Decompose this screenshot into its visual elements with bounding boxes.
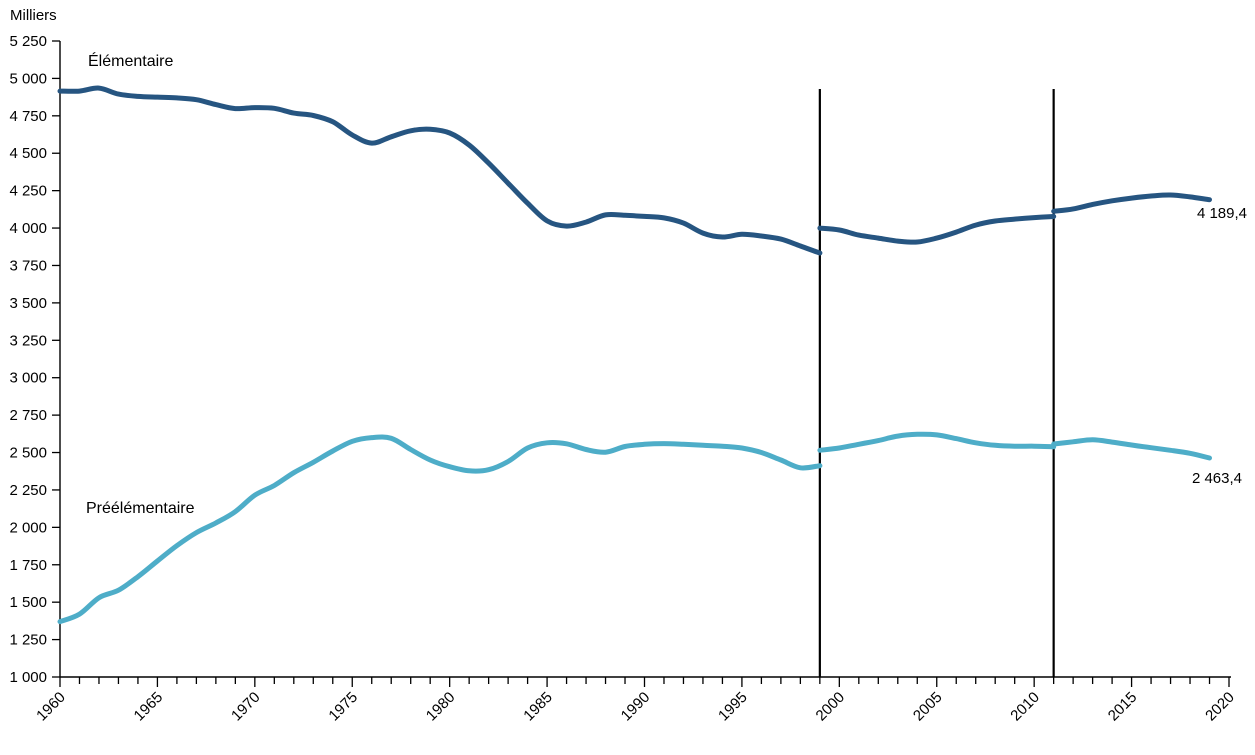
series-line-elementaire: [1051, 192, 1212, 214]
series-line-preelementaire: [57, 434, 823, 625]
y-tick-label: 2 500: [9, 445, 47, 462]
series-line-elementaire: [817, 214, 1057, 245]
y-tick-label: 3 000: [9, 370, 47, 387]
x-tick-label: 1995: [715, 689, 751, 725]
series-label-preelementaire: Préélémentaire: [86, 500, 195, 517]
y-tick-label: 1 500: [9, 594, 47, 611]
end-value-label-preelementaire: 2 463,4: [1191, 470, 1242, 487]
y-tick-label: 4 500: [9, 145, 47, 162]
x-tick-label: 1975: [325, 689, 361, 725]
x-tick-label: 1980: [423, 689, 459, 725]
y-tick-label: 4 750: [9, 108, 47, 125]
x-tick-label: 1990: [618, 689, 654, 725]
y-tick-label: 4 250: [9, 183, 47, 200]
y-tick-label: 3 500: [9, 295, 47, 312]
y-tick-label: 3 750: [9, 257, 47, 274]
y-tick-label: 3 250: [9, 332, 47, 349]
y-tick-label: 2 750: [9, 407, 47, 424]
y-tick-label: 4 000: [9, 220, 47, 237]
x-tick-label: 1970: [228, 689, 264, 725]
x-tick-label: 2020: [1202, 689, 1238, 725]
x-tick-label: 1960: [33, 689, 69, 725]
x-tick-label: 1965: [131, 689, 167, 725]
y-tick-label: 2 250: [9, 482, 47, 499]
x-tick-label: 2015: [1105, 689, 1141, 725]
y-tick-label: 2 000: [9, 519, 47, 536]
y-tick-label: 5 000: [9, 70, 47, 87]
end-value-label-elementaire: 4 189,4: [1196, 205, 1247, 222]
series-line-preelementaire: [817, 431, 1057, 453]
y-tick-label: 1 750: [9, 557, 47, 574]
x-tick-label: 2005: [910, 689, 946, 725]
x-tick-label: 2000: [813, 689, 849, 725]
y-tick-label: 1 000: [9, 669, 47, 686]
y-axis-unit-label: Milliers: [10, 7, 57, 24]
y-tick-label: 1 250: [9, 632, 47, 649]
x-tick-label: 2010: [1007, 689, 1043, 725]
series-line-preelementaire: [1051, 437, 1212, 461]
y-tick-label: 5 250: [9, 33, 47, 50]
series-line-elementaire: [57, 85, 823, 256]
x-tick-label: 1985: [520, 689, 556, 725]
series-label-elementaire: Élémentaire: [88, 53, 174, 70]
